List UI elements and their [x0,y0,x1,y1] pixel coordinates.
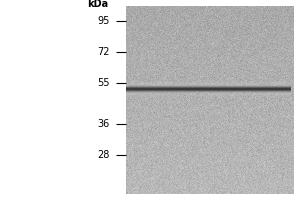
Text: 72: 72 [97,47,110,57]
Text: 55: 55 [97,78,110,88]
Text: 95: 95 [97,16,110,26]
Text: kDa: kDa [87,0,108,9]
Text: 36: 36 [97,119,110,129]
Text: 28: 28 [97,150,110,160]
